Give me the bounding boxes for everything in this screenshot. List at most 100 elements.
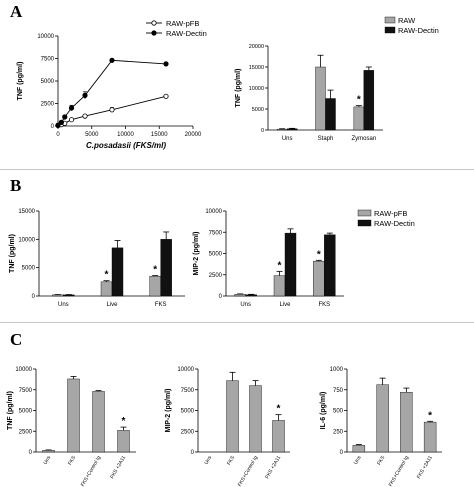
legend-swatch <box>357 209 372 217</box>
data-point <box>58 119 64 126</box>
series-line <box>57 59 167 126</box>
x-tick-label: Staph <box>318 136 334 142</box>
bar <box>273 275 286 297</box>
x-tick-label: Uns <box>353 455 363 466</box>
x-tick-label: FKS +2A11 <box>109 455 127 480</box>
y-axis-label: TNF (pg/ml) <box>9 234 16 273</box>
x-tick-label: FKS +2A11 <box>416 455 434 480</box>
x-tick-label: FKS <box>67 454 77 466</box>
bar <box>160 239 172 297</box>
x-tick-label: FKS+Control Ig <box>80 455 102 487</box>
x-tick-label: Live <box>279 302 291 308</box>
bar <box>67 378 80 453</box>
panel-divider <box>0 322 474 323</box>
legend-swatch <box>357 219 372 227</box>
x-tick-label: FKS+Control Ig <box>237 455 259 487</box>
y-tick-label: 0 <box>32 294 36 300</box>
x-tick-label: Live <box>106 302 118 308</box>
y-tick-label: 250 <box>333 429 344 435</box>
bar <box>63 294 75 297</box>
x-tick-label: Uns <box>58 302 69 308</box>
data-point <box>163 61 169 67</box>
y-tick-label: 5000 <box>41 79 55 85</box>
y-tick-label: 15000 <box>249 65 264 71</box>
y-tick-label: 750 <box>333 388 344 394</box>
significance-star: * <box>122 416 126 427</box>
bar <box>352 445 366 453</box>
bar <box>42 450 55 453</box>
legend-swatch <box>384 16 396 24</box>
significance-star: * <box>357 95 361 106</box>
y-tick-label: 5000 <box>22 266 36 272</box>
y-tick-label: 0 <box>191 450 195 456</box>
y-tick-label: 5000 <box>252 107 264 113</box>
bar <box>226 380 239 453</box>
data-point <box>82 92 88 99</box>
x-axis-label: C.posadasii (FKS/ml) <box>86 141 166 150</box>
y-axis-label: MIP-2 (pg/ml) <box>165 389 172 433</box>
y-tick-label: 0 <box>219 294 223 300</box>
bar <box>234 294 246 297</box>
x-tick-label: FKS <box>376 454 386 466</box>
bar <box>249 385 262 453</box>
x-tick-label: 20000 <box>185 132 202 138</box>
x-tick-label: Uns <box>43 455 53 466</box>
panel-label-b: B <box>10 176 22 195</box>
legend-label: RAW-Dectin <box>166 29 207 38</box>
y-tick-label: 10000 <box>249 86 264 92</box>
legend-label: RAW-Dectin <box>398 26 439 35</box>
bar <box>100 281 113 297</box>
y-tick-label: 7500 <box>209 230 223 236</box>
bar <box>315 66 326 131</box>
y-tick-label: 0 <box>51 124 55 130</box>
y-tick-label: 500 <box>333 409 344 415</box>
y-tick-label: 7500 <box>41 57 55 63</box>
y-tick-label: 1000 <box>330 367 344 373</box>
data-point <box>62 114 68 120</box>
significance-star: * <box>153 265 157 276</box>
x-tick-label: FKS +2A11 <box>264 455 282 480</box>
x-tick-label: 10000 <box>117 132 134 138</box>
bar <box>245 294 257 297</box>
y-tick-label: 10000 <box>18 237 35 243</box>
significance-star: * <box>278 260 282 271</box>
data-point <box>109 57 115 63</box>
y-axis-label: TNF (pg/ml) <box>7 391 14 430</box>
bar <box>376 384 389 453</box>
y-tick-label: 5000 <box>209 252 223 258</box>
y-tick-label: 5000 <box>181 409 195 415</box>
bar <box>286 128 298 131</box>
y-tick-label: 7500 <box>19 388 33 394</box>
y-tick-label: 2500 <box>181 429 195 435</box>
y-tick-label: 0 <box>340 450 344 456</box>
y-tick-label: 0 <box>29 450 33 456</box>
bar <box>363 70 375 131</box>
y-tick-label: 20000 <box>249 44 264 50</box>
legend-marker <box>151 20 157 26</box>
bar <box>92 391 105 453</box>
y-tick-label: 10000 <box>37 34 54 40</box>
data-point <box>55 122 61 128</box>
x-tick-label: FKS <box>318 302 330 308</box>
x-tick-label: 0 <box>56 132 60 138</box>
bar <box>423 421 437 453</box>
bar <box>117 430 130 453</box>
bar <box>284 232 297 297</box>
x-tick-label: FKS <box>226 454 236 466</box>
x-tick-label: FKS+Control Ig <box>388 455 410 487</box>
y-axis-label: TNF (pg/ml) <box>235 69 242 108</box>
bar <box>111 247 124 297</box>
y-tick-label: 10000 <box>15 367 32 373</box>
legend-label: RAW-Dectin <box>374 219 415 228</box>
x-tick-label: Zymosan <box>351 136 376 142</box>
legend-label: RAW-pFB <box>374 209 407 218</box>
y-tick-label: 2500 <box>209 273 223 279</box>
y-tick-label: 2500 <box>41 102 55 108</box>
y-tick-label: 0 <box>261 128 264 134</box>
data-point <box>163 93 169 99</box>
x-tick-label: 5000 <box>85 132 99 138</box>
data-point <box>68 117 75 123</box>
y-tick-label: 15000 <box>18 209 35 215</box>
x-tick-label: FKS <box>155 302 167 308</box>
y-axis-label: IL-6 (pg/ml) <box>320 392 327 430</box>
